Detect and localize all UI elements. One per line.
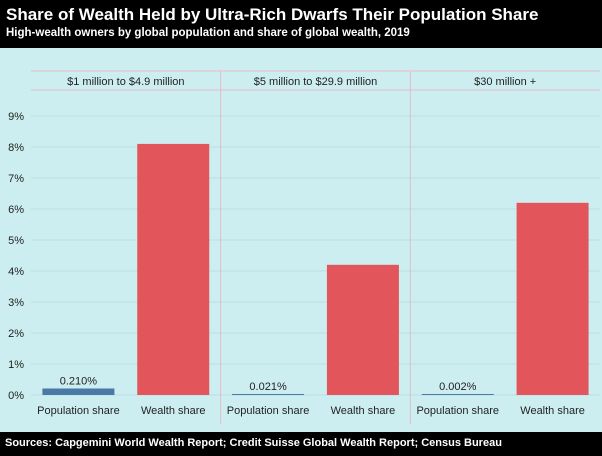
y-tick-label: 2% (8, 328, 24, 340)
population-bar (232, 394, 305, 395)
chart-header: Share of Wealth Held by Ultra-Rich Dwarf… (0, 0, 602, 48)
category-label: Population share (227, 405, 310, 417)
category-label: Wealth share (520, 405, 585, 417)
y-tick-label: 3% (8, 297, 24, 309)
y-tick-label: 1% (8, 359, 24, 371)
data-label: 0.021% (249, 381, 287, 393)
population-bar (42, 388, 115, 395)
wealth-bar (137, 143, 210, 395)
category-label: Wealth share (141, 405, 206, 417)
category-label: Population share (416, 405, 499, 417)
panel-label: $1 million to $4.9 million (67, 76, 184, 88)
y-tick-label: 8% (8, 142, 24, 154)
y-tick-label: 7% (8, 173, 24, 185)
panel-label: $30 million + (474, 76, 536, 88)
source-note: Sources: Capgemini World Wealth Report; … (5, 437, 502, 449)
y-tick-label: 6% (8, 204, 24, 216)
data-label: 0.210% (60, 375, 98, 387)
category-label: Population share (37, 405, 120, 417)
population-bar (421, 394, 494, 395)
y-tick-label: 4% (8, 266, 24, 278)
wealth-bar (326, 264, 399, 395)
chart-plot: 0% 1% 2% 3% 4% 5% 6% 7% 8% 9% $1 million to $4.9 m… (0, 48, 602, 432)
chart-subtitle: High-wealth owners by global population … (6, 27, 410, 39)
data-label: 0.002% (439, 381, 477, 393)
y-tick-label: 5% (8, 235, 24, 247)
wealth-bar (516, 202, 589, 395)
chart-footer: Sources: Capgemini World Wealth Report; … (0, 432, 602, 456)
y-tick-label: 0% (8, 390, 24, 402)
category-label: Wealth share (331, 405, 396, 417)
panel-label: $5 million to $29.9 million (254, 76, 378, 88)
chart-title: Share of Wealth Held by Ultra-Rich Dwarf… (6, 5, 539, 24)
y-tick-label: 9% (8, 111, 24, 123)
